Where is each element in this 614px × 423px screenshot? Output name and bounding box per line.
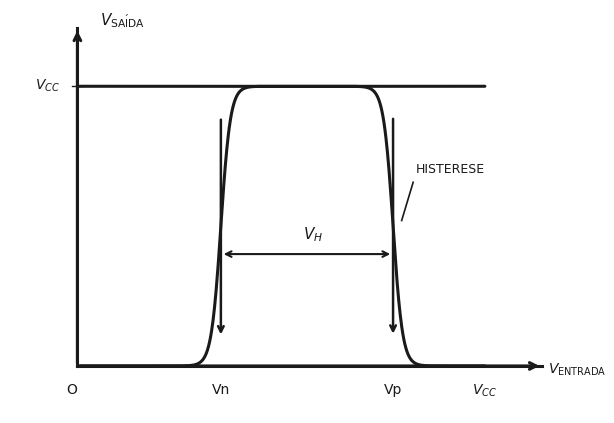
Text: $V_{CC}$: $V_{CC}$ [35, 78, 60, 94]
Text: $V_H$: $V_H$ [303, 225, 323, 244]
Text: Vn: Vn [212, 383, 230, 397]
Text: HISTERESE: HISTERESE [416, 163, 485, 176]
Text: O: O [66, 383, 77, 397]
Text: Vp: Vp [384, 383, 402, 397]
Text: $V_{CC}$: $V_{CC}$ [472, 383, 497, 399]
Text: $V_{\mathsf{ENTRADA}}$: $V_{\mathsf{ENTRADA}}$ [548, 362, 606, 378]
Text: $V_{\mathsf{SA\acute{I}DA}}$: $V_{\mathsf{SA\acute{I}DA}}$ [100, 11, 146, 30]
